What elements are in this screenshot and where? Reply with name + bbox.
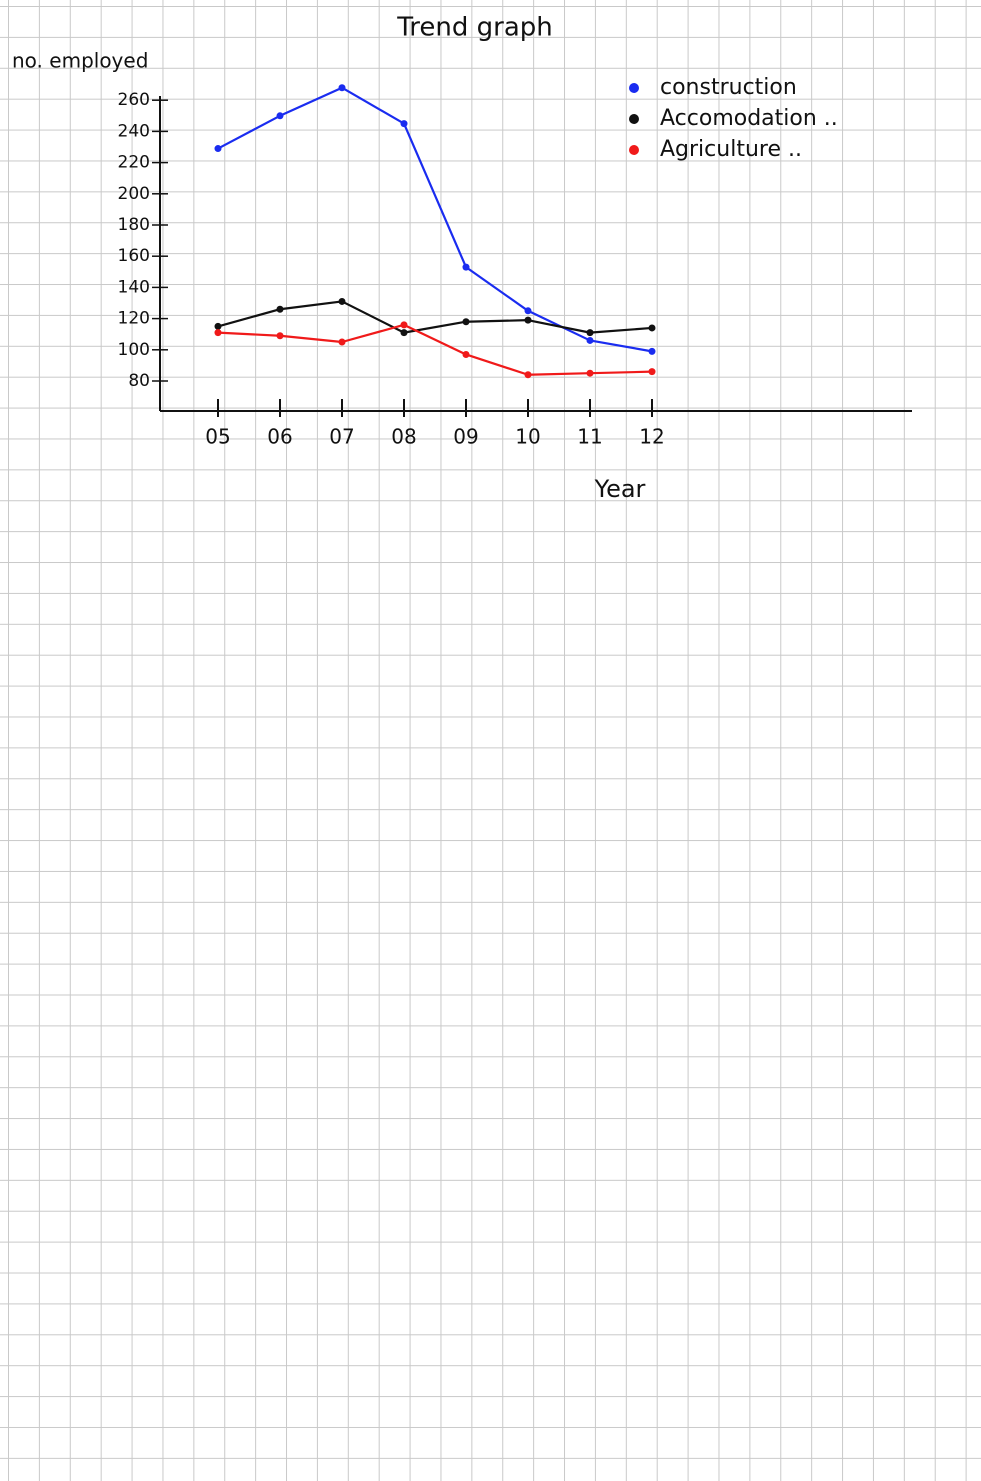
y-tick-label: 100 (118, 340, 150, 360)
y-tick-label: 260 (118, 90, 150, 110)
data-point (215, 323, 222, 330)
data-point (525, 371, 532, 378)
data-point (525, 317, 532, 324)
data-point (649, 368, 656, 375)
data-point (215, 145, 222, 152)
page: Trend graph no. employed Year 80 100 120 14… (0, 0, 981, 1481)
legend-marker (629, 114, 639, 124)
series-line (218, 301, 652, 332)
x-tick-label: 09 (453, 425, 478, 449)
chart-title: Trend graph (396, 13, 553, 43)
data-point (463, 351, 470, 358)
data-point (463, 264, 470, 271)
y-tick-label: 200 (118, 184, 150, 204)
data-point (587, 329, 594, 336)
x-tick-label: 06 (267, 425, 292, 449)
data-point (277, 332, 284, 339)
x-tick-label: 08 (391, 425, 416, 449)
x-axis-label: Year (594, 475, 646, 503)
y-tick-label: 80 (128, 371, 150, 391)
data-point (587, 337, 594, 344)
data-point (339, 339, 346, 346)
data-point (649, 348, 656, 355)
x-tick-label: 05 (205, 425, 230, 449)
data-point (339, 298, 346, 305)
data-point (215, 329, 222, 336)
legend-marker (629, 145, 639, 155)
y-tick-label: 240 (118, 121, 150, 141)
data-point (277, 306, 284, 313)
y-tick-label: 160 (118, 246, 150, 266)
data-point (401, 321, 408, 328)
x-tick-label: 11 (577, 425, 602, 449)
data-point (463, 318, 470, 325)
legend-label: Accomodation .. (660, 106, 838, 131)
legend-label: Agriculture .. (660, 137, 802, 162)
x-tick-label: 07 (329, 425, 354, 449)
series-line (218, 88, 652, 352)
data-point (277, 112, 284, 119)
x-tick-label: 10 (515, 425, 540, 449)
data-point (649, 324, 656, 331)
data-point (525, 307, 532, 314)
chart: Trend graph no. employed Year 80 100 120 14… (0, 0, 981, 540)
y-axis-label: no. employed (12, 49, 148, 73)
data-point (587, 370, 594, 377)
y-tick-label: 140 (118, 277, 150, 297)
data-point (339, 84, 346, 91)
x-tick-label: 12 (639, 425, 664, 449)
data-point (401, 120, 408, 127)
legend-label: construction (660, 75, 797, 100)
y-tick-label: 180 (118, 215, 150, 235)
legend-marker (629, 83, 639, 93)
y-tick-label: 120 (118, 309, 150, 329)
data-point (401, 329, 408, 336)
y-tick-label: 220 (118, 153, 150, 173)
